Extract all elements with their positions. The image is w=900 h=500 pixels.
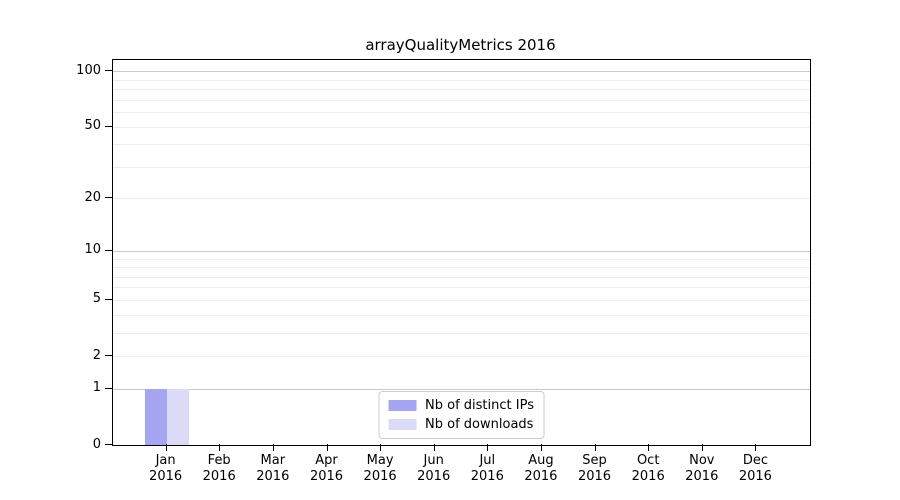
x-tick-month: Aug	[528, 453, 554, 468]
legend-swatch-icon	[388, 419, 417, 430]
x-tick-label: Jun 2016	[406, 453, 462, 485]
gridline	[113, 126, 810, 128]
x-tick-label: Sep 2016	[567, 453, 623, 485]
x-tick-mark	[433, 444, 435, 451]
x-tick-label: Aug 2016	[513, 453, 569, 485]
x-tick-year: 2016	[149, 469, 183, 484]
bar-distinct-ips	[144, 388, 167, 445]
y-tick-mark	[105, 125, 112, 127]
x-tick-label: Nov 2016	[674, 453, 730, 485]
x-tick-year: 2016	[417, 469, 451, 484]
gridline	[113, 99, 810, 101]
x-tick-mark	[272, 444, 274, 451]
x-tick-label: Oct 2016	[620, 453, 676, 485]
legend-entry: Nb of distinct IPs	[388, 398, 534, 413]
y-tick-label: 2	[92, 347, 101, 363]
x-tick-year: 2016	[577, 469, 612, 484]
x-tick-month: Jul	[479, 453, 496, 468]
y-tick-mark	[105, 249, 112, 251]
gridline	[113, 388, 810, 390]
gridline	[113, 287, 810, 289]
y-tick-mark	[105, 70, 112, 72]
plot-area: Nb of distinct IPs Nb of downloads	[112, 59, 811, 446]
x-tick-label: Mar 2016	[245, 453, 301, 485]
x-tick-year: 2016	[738, 469, 772, 484]
x-tick-mark	[755, 444, 757, 451]
x-tick-year: 2016	[470, 469, 504, 484]
y-tick-label: 50	[84, 118, 101, 134]
gridline	[113, 71, 810, 73]
x-tick-month: Dec	[742, 453, 768, 468]
y-tick-mark	[105, 298, 112, 300]
gridline	[113, 89, 810, 91]
x-tick-label: Apr 2016	[299, 453, 355, 485]
x-tick-year: 2016	[524, 469, 558, 484]
x-tick-year: 2016	[631, 469, 665, 484]
x-tick-year: 2016	[685, 469, 719, 484]
x-tick-mark	[487, 444, 489, 451]
x-tick-month: Apr	[315, 453, 338, 468]
y-tick-label: 5	[92, 291, 101, 307]
bar-downloads	[166, 388, 189, 445]
x-tick-month: Mar	[260, 453, 286, 468]
gridline	[113, 250, 810, 252]
x-tick-mark	[326, 444, 328, 451]
x-tick-month: Sep	[582, 453, 607, 468]
legend-swatch-icon	[388, 400, 417, 411]
gridline	[113, 332, 810, 334]
x-tick-label: Feb 2016	[191, 453, 247, 485]
y-tick-mark	[105, 197, 112, 199]
y-tick-label: 20	[84, 189, 101, 205]
y-tick-label: 100	[76, 62, 101, 78]
gridline	[113, 144, 810, 146]
gridline	[113, 258, 810, 260]
x-tick-mark	[701, 444, 703, 451]
x-tick-label: Dec 2016	[727, 453, 783, 485]
legend-label: Nb of distinct IPs	[425, 398, 534, 413]
x-tick-year: 2016	[202, 469, 236, 484]
y-tick-label: 1	[92, 380, 101, 396]
x-tick-label: May 2016	[352, 453, 408, 485]
x-tick-year: 2016	[256, 469, 290, 484]
x-tick-mark	[648, 444, 650, 451]
gridline	[113, 276, 810, 278]
x-tick-year: 2016	[309, 469, 344, 484]
y-tick-mark	[105, 444, 112, 445]
x-tick-label: Jan 2016	[138, 453, 194, 485]
x-tick-year: 2016	[363, 469, 397, 484]
x-tick-mark	[165, 444, 167, 451]
chart-title: arrayQualityMetrics 2016	[365, 36, 556, 54]
y-tick-mark	[105, 387, 112, 389]
legend: Nb of distinct IPs Nb of downloads	[378, 391, 545, 439]
gridline	[113, 267, 810, 268]
legend-label: Nb of downloads	[425, 417, 534, 432]
x-tick-mark	[594, 444, 596, 451]
gridline	[113, 314, 810, 316]
x-tick-mark	[219, 444, 221, 451]
y-tick-label: 10	[84, 242, 101, 258]
x-tick-month: Oct	[636, 453, 660, 468]
y-tick-label: 0	[92, 436, 101, 452]
gridline	[113, 356, 810, 357]
x-tick-month: Jun	[423, 453, 444, 468]
x-tick-month: Feb	[207, 453, 231, 468]
legend-entry: Nb of downloads	[388, 417, 534, 432]
x-tick-mark	[380, 444, 382, 451]
gridline	[113, 198, 810, 200]
x-tick-month: Nov	[689, 453, 715, 468]
gridline	[113, 112, 810, 114]
x-tick-label: Jul 2016	[459, 453, 515, 485]
x-tick-mark	[540, 444, 542, 451]
gridline	[113, 299, 810, 301]
y-tick-mark	[105, 355, 112, 356]
gridline	[113, 166, 810, 168]
x-tick-month: Jan	[155, 453, 176, 468]
x-tick-month: May	[366, 453, 394, 468]
gridline	[113, 79, 810, 81]
